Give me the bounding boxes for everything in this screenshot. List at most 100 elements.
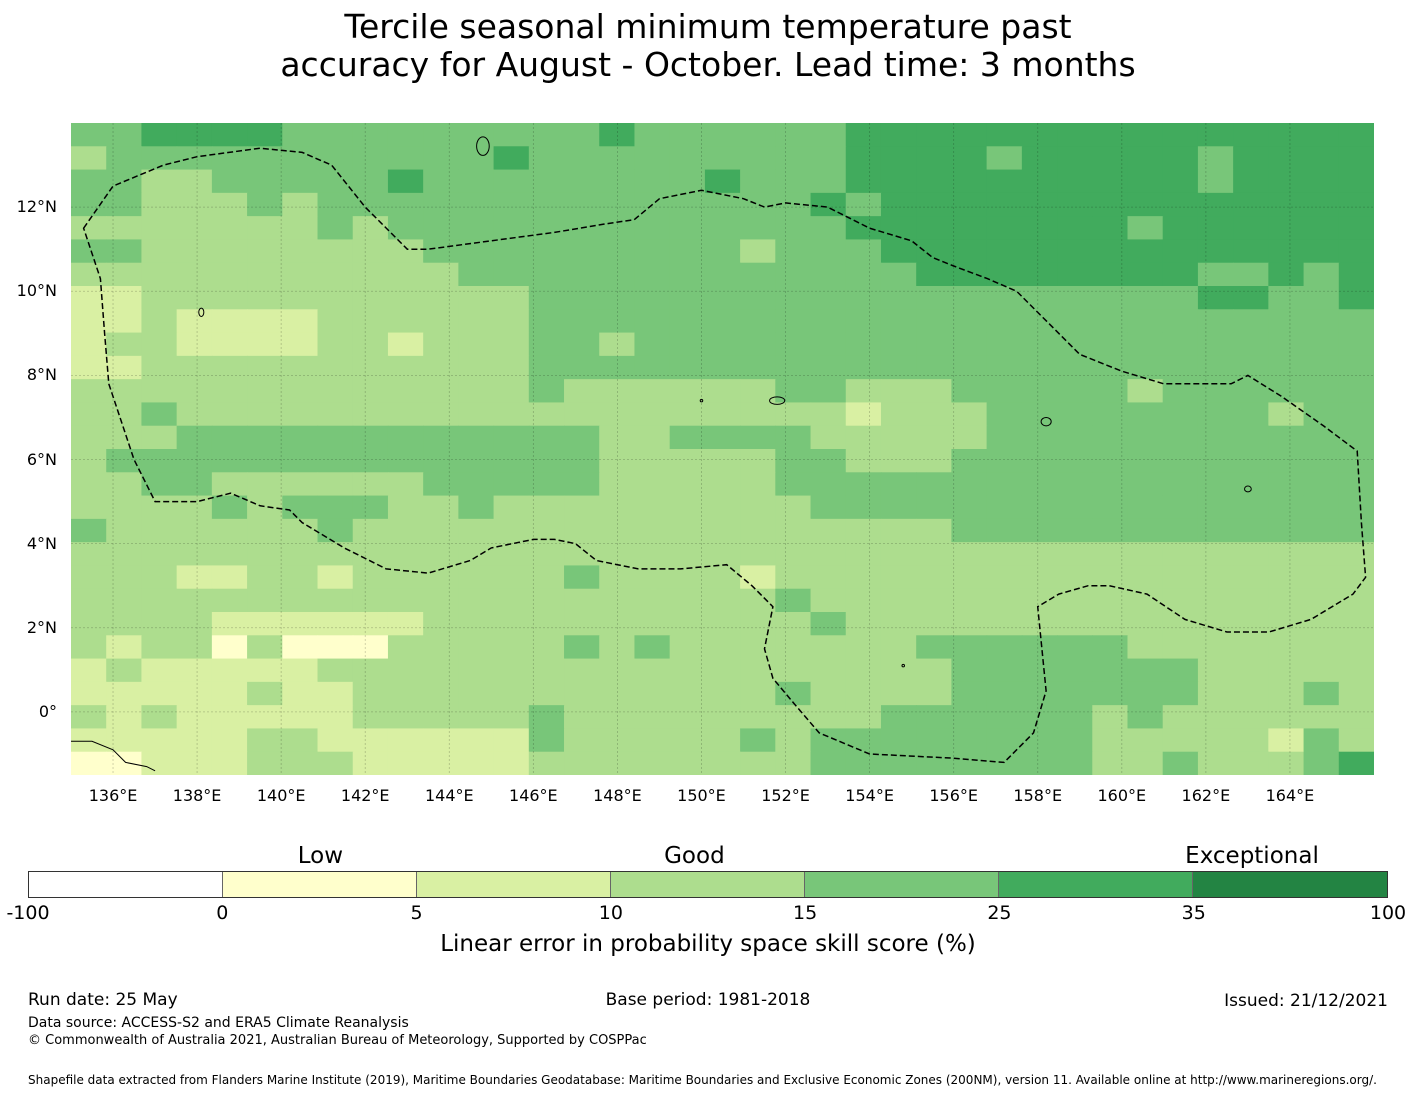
grid-cell bbox=[704, 425, 741, 450]
grid-cell bbox=[704, 751, 741, 775]
grid-cell bbox=[493, 658, 530, 683]
grid-cell bbox=[634, 518, 671, 543]
grid-cell bbox=[211, 216, 248, 241]
grid-cell bbox=[317, 472, 354, 497]
grid-cell bbox=[740, 402, 776, 427]
grid-cell bbox=[317, 751, 354, 775]
grid-cell bbox=[423, 192, 459, 217]
grid-cell bbox=[599, 588, 636, 613]
grid-cell bbox=[1268, 402, 1305, 427]
grid-cell bbox=[986, 542, 1023, 567]
grid-cell bbox=[458, 728, 495, 753]
grid-cell bbox=[528, 286, 565, 310]
grid-cell bbox=[916, 588, 953, 613]
grid-cell bbox=[1092, 425, 1129, 450]
grid-cell bbox=[1268, 286, 1305, 310]
x-tick-label: 148°E bbox=[593, 786, 642, 805]
data-source: Data source: ACCESS-S2 and ERA5 Climate … bbox=[28, 1015, 409, 1031]
grid-cell bbox=[387, 472, 424, 497]
grid-cell bbox=[775, 425, 812, 450]
grid-cell bbox=[1162, 332, 1199, 357]
grid-cell bbox=[106, 332, 143, 357]
grid-cell bbox=[352, 728, 389, 753]
legend-tick: 15 bbox=[793, 902, 818, 924]
grid-cell bbox=[282, 495, 319, 520]
grid-cell bbox=[317, 146, 354, 171]
grid-cell bbox=[951, 332, 988, 357]
grid-cell bbox=[247, 751, 283, 775]
grid-cell bbox=[1338, 751, 1374, 775]
grid-cell bbox=[669, 123, 706, 147]
title-line-2: accuracy for August - October. Lead time… bbox=[280, 45, 1136, 84]
grid-cell bbox=[211, 355, 248, 380]
grid-cell bbox=[986, 635, 1023, 660]
grid-cell bbox=[775, 169, 812, 194]
grid-cell bbox=[528, 239, 565, 264]
grid-cell bbox=[423, 588, 459, 613]
grid-cell bbox=[740, 705, 776, 730]
x-tick-label: 156°E bbox=[929, 786, 978, 805]
grid-cell bbox=[387, 379, 424, 404]
y-tick-label: 2°N bbox=[26, 617, 57, 637]
grid-cell bbox=[387, 658, 424, 683]
grid-cell bbox=[740, 309, 776, 334]
grid-cell bbox=[141, 286, 178, 310]
grid-cell bbox=[176, 635, 213, 660]
grid-cell bbox=[1268, 425, 1305, 450]
grid-cell bbox=[1021, 565, 1058, 590]
grid-cell bbox=[528, 518, 565, 543]
grid-cell bbox=[704, 449, 741, 473]
grid-cell bbox=[704, 565, 741, 590]
grid-cell bbox=[951, 192, 988, 217]
grid-cell bbox=[106, 518, 143, 543]
grid-cell bbox=[599, 216, 636, 241]
grid-cell bbox=[282, 402, 319, 427]
island-outline bbox=[699, 398, 704, 403]
grid-cell bbox=[845, 705, 882, 730]
grid-cell bbox=[106, 262, 143, 287]
grid-cell bbox=[916, 728, 953, 753]
x-tick-label: 140°E bbox=[256, 786, 306, 805]
grid-cell bbox=[1092, 542, 1129, 567]
grid-cell bbox=[423, 355, 459, 380]
grid-cell bbox=[775, 332, 812, 357]
grid-cell bbox=[141, 728, 178, 753]
grid-cell bbox=[951, 239, 988, 264]
grid-cell bbox=[1233, 216, 1269, 241]
grid-cell bbox=[1092, 518, 1129, 543]
grid-cell bbox=[1092, 449, 1129, 473]
grid-cell bbox=[810, 169, 847, 194]
grid-cell bbox=[352, 239, 389, 264]
grid-cell bbox=[1338, 379, 1374, 404]
grid-cell bbox=[845, 146, 882, 171]
grid-cell bbox=[528, 425, 565, 450]
grid-cell bbox=[387, 635, 424, 660]
grid-cell bbox=[916, 146, 953, 171]
grid-cell bbox=[141, 355, 178, 380]
grid-cell bbox=[634, 705, 671, 730]
grid-cell bbox=[1092, 402, 1129, 427]
legend-colorbar bbox=[28, 871, 1388, 898]
grid-cell bbox=[1233, 123, 1269, 147]
grid-cell bbox=[1268, 635, 1305, 660]
grid-cell bbox=[458, 635, 495, 660]
grid-cell bbox=[845, 449, 882, 473]
grid-cell bbox=[176, 681, 213, 706]
grid-cell bbox=[740, 495, 776, 520]
grid-cell bbox=[1162, 612, 1199, 636]
grid-cell bbox=[951, 425, 988, 450]
grid-cell bbox=[317, 262, 354, 287]
grid-cell bbox=[1338, 239, 1374, 264]
grid-cell bbox=[599, 379, 636, 404]
grid-cell bbox=[176, 705, 213, 730]
grid-cell bbox=[1197, 705, 1234, 730]
grid-cell bbox=[740, 728, 776, 753]
grid-cell bbox=[1338, 216, 1374, 241]
grid-cell bbox=[528, 472, 565, 497]
grid-cell bbox=[1021, 705, 1058, 730]
grid-cell bbox=[951, 728, 988, 753]
grid-cell bbox=[775, 379, 812, 404]
grid-cell bbox=[71, 332, 107, 357]
grid-cell bbox=[810, 239, 847, 264]
grid-cell bbox=[176, 286, 213, 310]
